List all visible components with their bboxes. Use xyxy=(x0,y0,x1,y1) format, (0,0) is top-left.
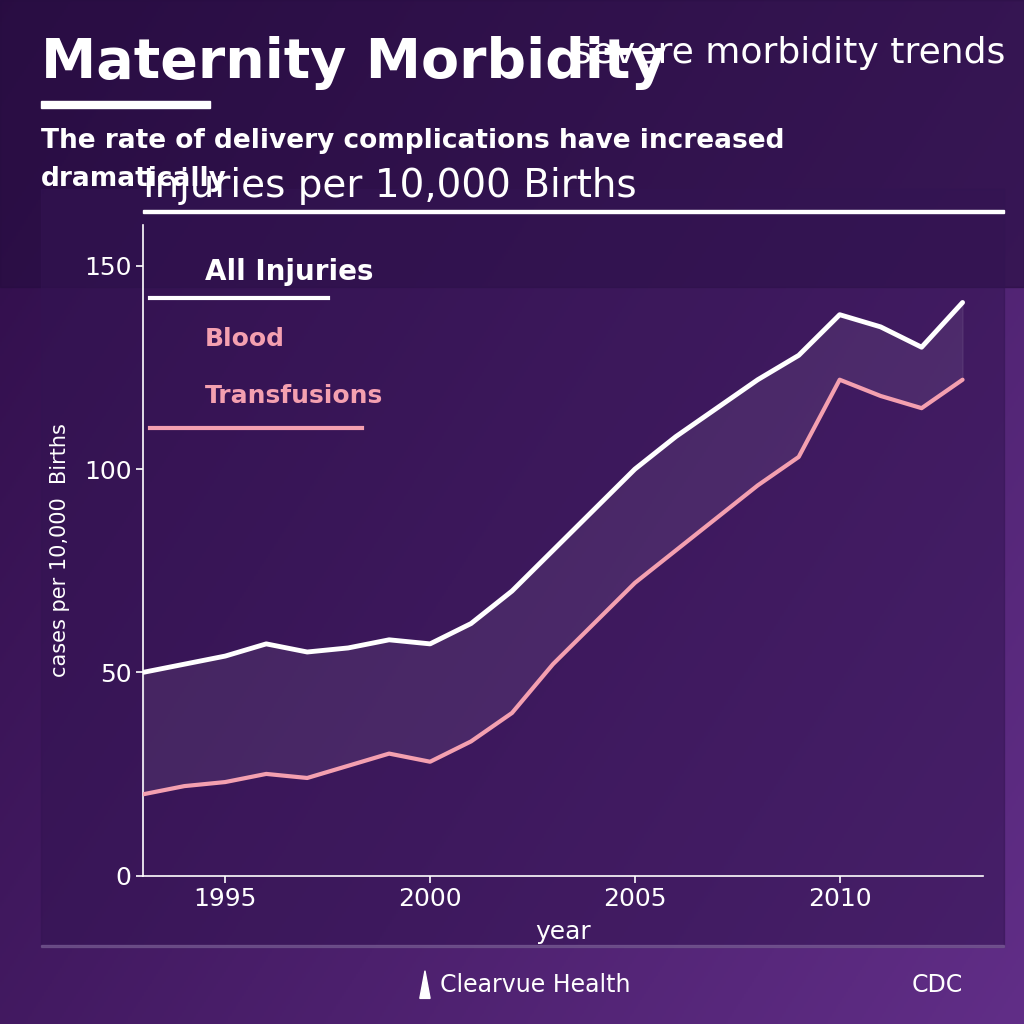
Text: Injuries per 10,000 Births: Injuries per 10,000 Births xyxy=(143,167,637,205)
Text: Maternity Morbidity: Maternity Morbidity xyxy=(41,36,667,90)
Text: severe morbidity trends: severe morbidity trends xyxy=(573,36,1006,70)
Text: Transfusions: Transfusions xyxy=(205,384,383,408)
Text: CDC: CDC xyxy=(911,973,963,997)
Text: Blood: Blood xyxy=(205,327,285,351)
Y-axis label: cases per 10,000  Births: cases per 10,000 Births xyxy=(50,424,70,677)
Text: Clearvue Health: Clearvue Health xyxy=(440,973,631,997)
X-axis label: year: year xyxy=(536,920,591,944)
Text: The rate of delivery complications have increased: The rate of delivery complications have … xyxy=(41,128,784,154)
Text: dramatically: dramatically xyxy=(41,166,227,191)
Text: All Injuries: All Injuries xyxy=(205,258,374,286)
